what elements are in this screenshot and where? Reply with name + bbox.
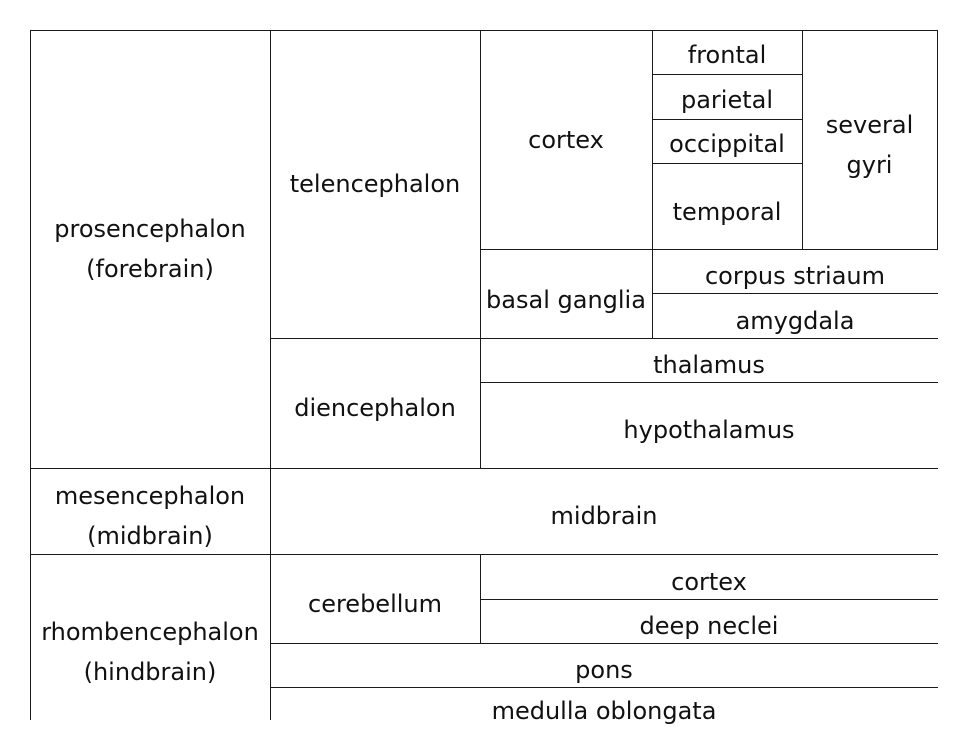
hypothalamus-cell: hypothalamus — [623, 416, 795, 444]
grid-line — [937, 30, 938, 249]
grid-line — [30, 30, 938, 31]
medulla-oblongata-cell: medulla oblongata — [491, 697, 717, 725]
grid-line — [30, 554, 938, 555]
rhombencephalon-cell: rhombencephalon (hindbrain) — [41, 618, 259, 686]
grid-line — [30, 30, 31, 720]
deep-nuclei-cell: deep neclei — [639, 612, 779, 640]
grid-line — [802, 30, 803, 249]
cerebellum-cortex-cell: cortex — [671, 567, 747, 596]
cortex-cell: cortex — [528, 125, 604, 154]
mesencephalon-cell: mesencephalon (midbrain) — [54, 482, 246, 550]
grid-line — [270, 338, 938, 339]
corpus-striatum-cell: corpus striaum — [704, 262, 886, 290]
grid-line — [480, 249, 938, 250]
basal-ganglia-cell: basal ganglia — [486, 285, 646, 314]
pons-cell: pons — [575, 656, 633, 684]
thalamus-cell: thalamus — [653, 351, 765, 379]
midbrain-cell: midbrain — [550, 502, 658, 530]
grid-line — [270, 687, 938, 688]
several-gyri-cell: several gyri — [825, 110, 914, 179]
grid-line — [480, 599, 938, 600]
parietal-cell: parietal — [680, 85, 774, 114]
grid-line — [652, 293, 938, 294]
grid-line — [652, 74, 802, 75]
prosencephalon-cell: prosencephalon (forebrain) — [54, 215, 246, 283]
grid-line — [480, 382, 938, 383]
frontal-cell: frontal — [687, 41, 767, 69]
grid-line — [30, 468, 938, 469]
cerebellum-cell: cerebellum — [308, 589, 442, 618]
grid-line — [270, 30, 271, 720]
grid-line — [652, 163, 802, 164]
amygdala-cell: amygdala — [735, 306, 855, 335]
grid-line — [270, 643, 938, 644]
grid-line — [652, 30, 653, 338]
temporal-cell: temporal — [672, 197, 782, 226]
occipital-cell: occippital — [669, 130, 785, 158]
diencephalon-cell: diencephalon — [294, 394, 456, 422]
grid-line — [480, 554, 481, 643]
grid-line — [652, 119, 802, 120]
telencephalon-cell: telencephalon — [289, 170, 461, 198]
